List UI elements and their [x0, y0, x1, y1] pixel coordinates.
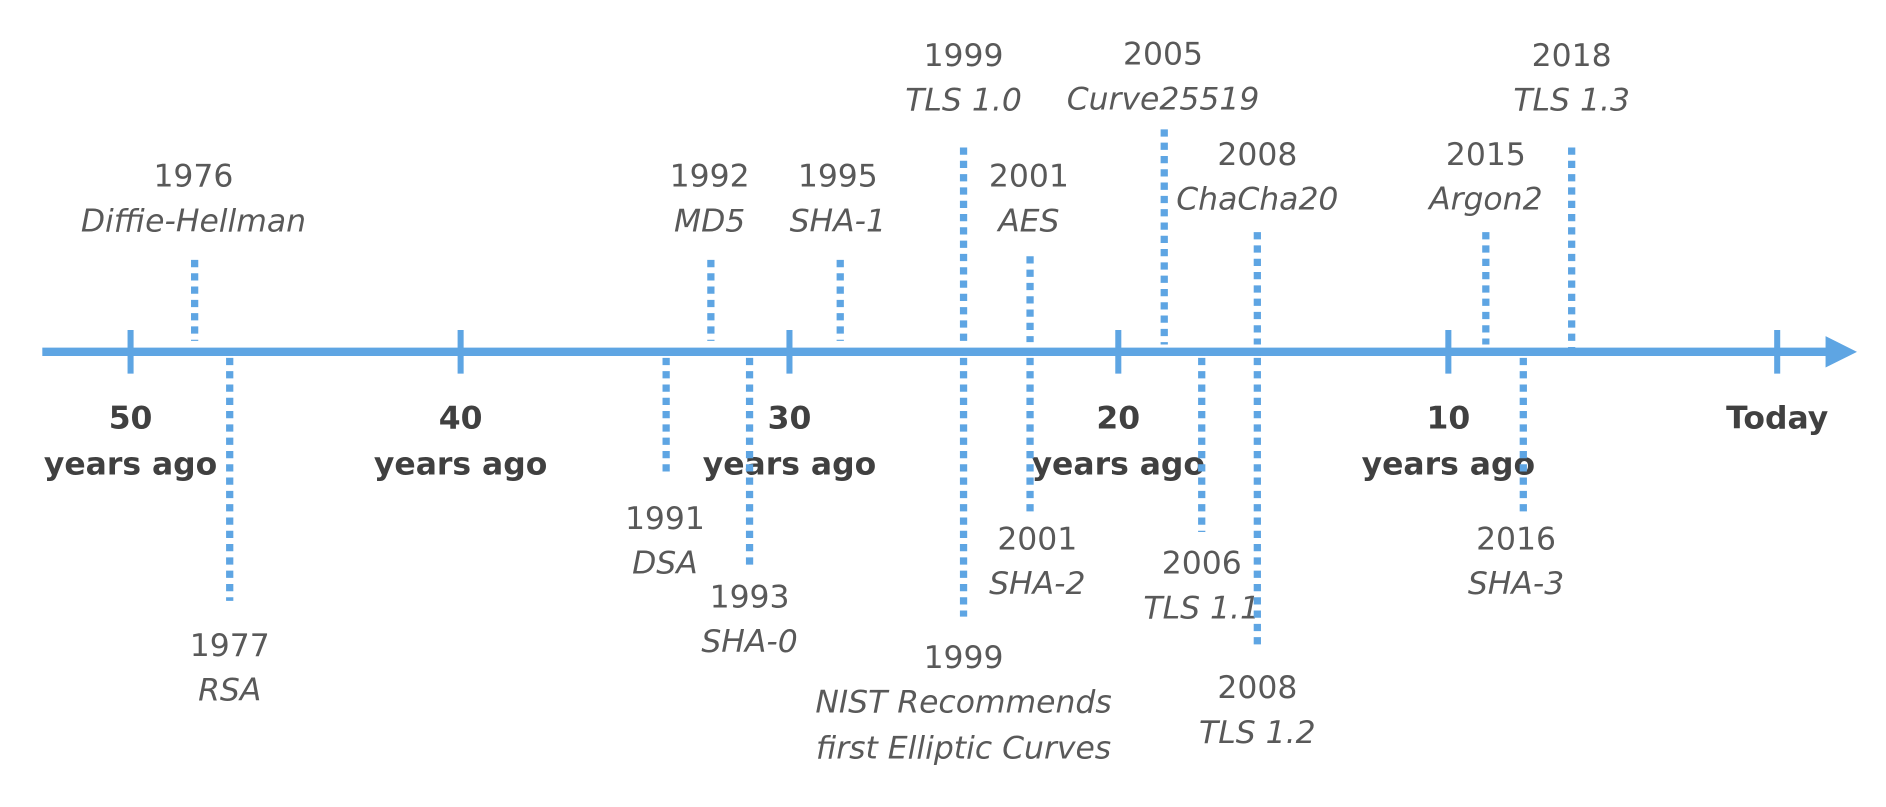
- event-name: Argon2: [1427, 182, 1543, 218]
- event-year: 2016: [1476, 521, 1556, 557]
- event-name: SHA-0: [701, 624, 797, 660]
- event-name: AES: [996, 203, 1059, 239]
- event-year: 1995: [798, 159, 878, 195]
- event-year: 2001: [989, 159, 1069, 195]
- axis-label: years ago: [374, 446, 547, 482]
- event-year: 1999: [924, 38, 1004, 74]
- event-name: RSA: [198, 673, 261, 709]
- event-name: Curve25519: [1067, 81, 1260, 117]
- axis-label: 50: [109, 401, 153, 437]
- event-name: TLS 1.1: [1143, 590, 1260, 626]
- axis-label: years ago: [44, 446, 217, 482]
- axis-label: years ago: [1032, 446, 1205, 482]
- event-name: Diffie-Hellman: [81, 203, 306, 239]
- event-name: NIST Recommends: [815, 685, 1111, 721]
- event-name: DSA: [632, 546, 698, 582]
- event-year: 2006: [1162, 546, 1242, 582]
- event-name: ChaCha20: [1176, 182, 1338, 218]
- axis-arrow: [1825, 336, 1857, 368]
- axis-label: years ago: [1362, 446, 1535, 482]
- event-year: 2008: [1217, 137, 1297, 173]
- event-name: SHA-2: [989, 566, 1085, 602]
- event-name: SHA-1: [790, 203, 886, 239]
- axis-label: 40: [439, 401, 483, 437]
- event-year: 2018: [1532, 38, 1612, 74]
- event-year: 2005: [1123, 37, 1203, 73]
- event-name: TLS 1.0: [905, 83, 1022, 119]
- event-name: SHA-3: [1468, 566, 1564, 602]
- event-name: MD5: [674, 203, 745, 239]
- event-year: 1977: [190, 628, 270, 664]
- axis-label: years ago: [703, 446, 876, 482]
- axis-label: 10: [1426, 401, 1470, 437]
- event-year: 2008: [1217, 670, 1297, 706]
- event-year: 1999: [924, 640, 1004, 676]
- event-year: 2015: [1446, 137, 1526, 173]
- axis-label: 20: [1096, 401, 1140, 437]
- event-year: 2001: [997, 521, 1077, 557]
- event-name: first Elliptic Curves: [816, 731, 1111, 767]
- axis-label: 30: [768, 401, 812, 437]
- event-name: TLS 1.3: [1513, 83, 1630, 119]
- event-year: 1993: [710, 579, 790, 615]
- event-year: 1992: [670, 159, 750, 195]
- event-year: 1976: [153, 159, 233, 195]
- event-year: 1991: [625, 501, 705, 537]
- event-name: TLS 1.2: [1199, 715, 1316, 751]
- axis-label: Today: [1726, 401, 1828, 437]
